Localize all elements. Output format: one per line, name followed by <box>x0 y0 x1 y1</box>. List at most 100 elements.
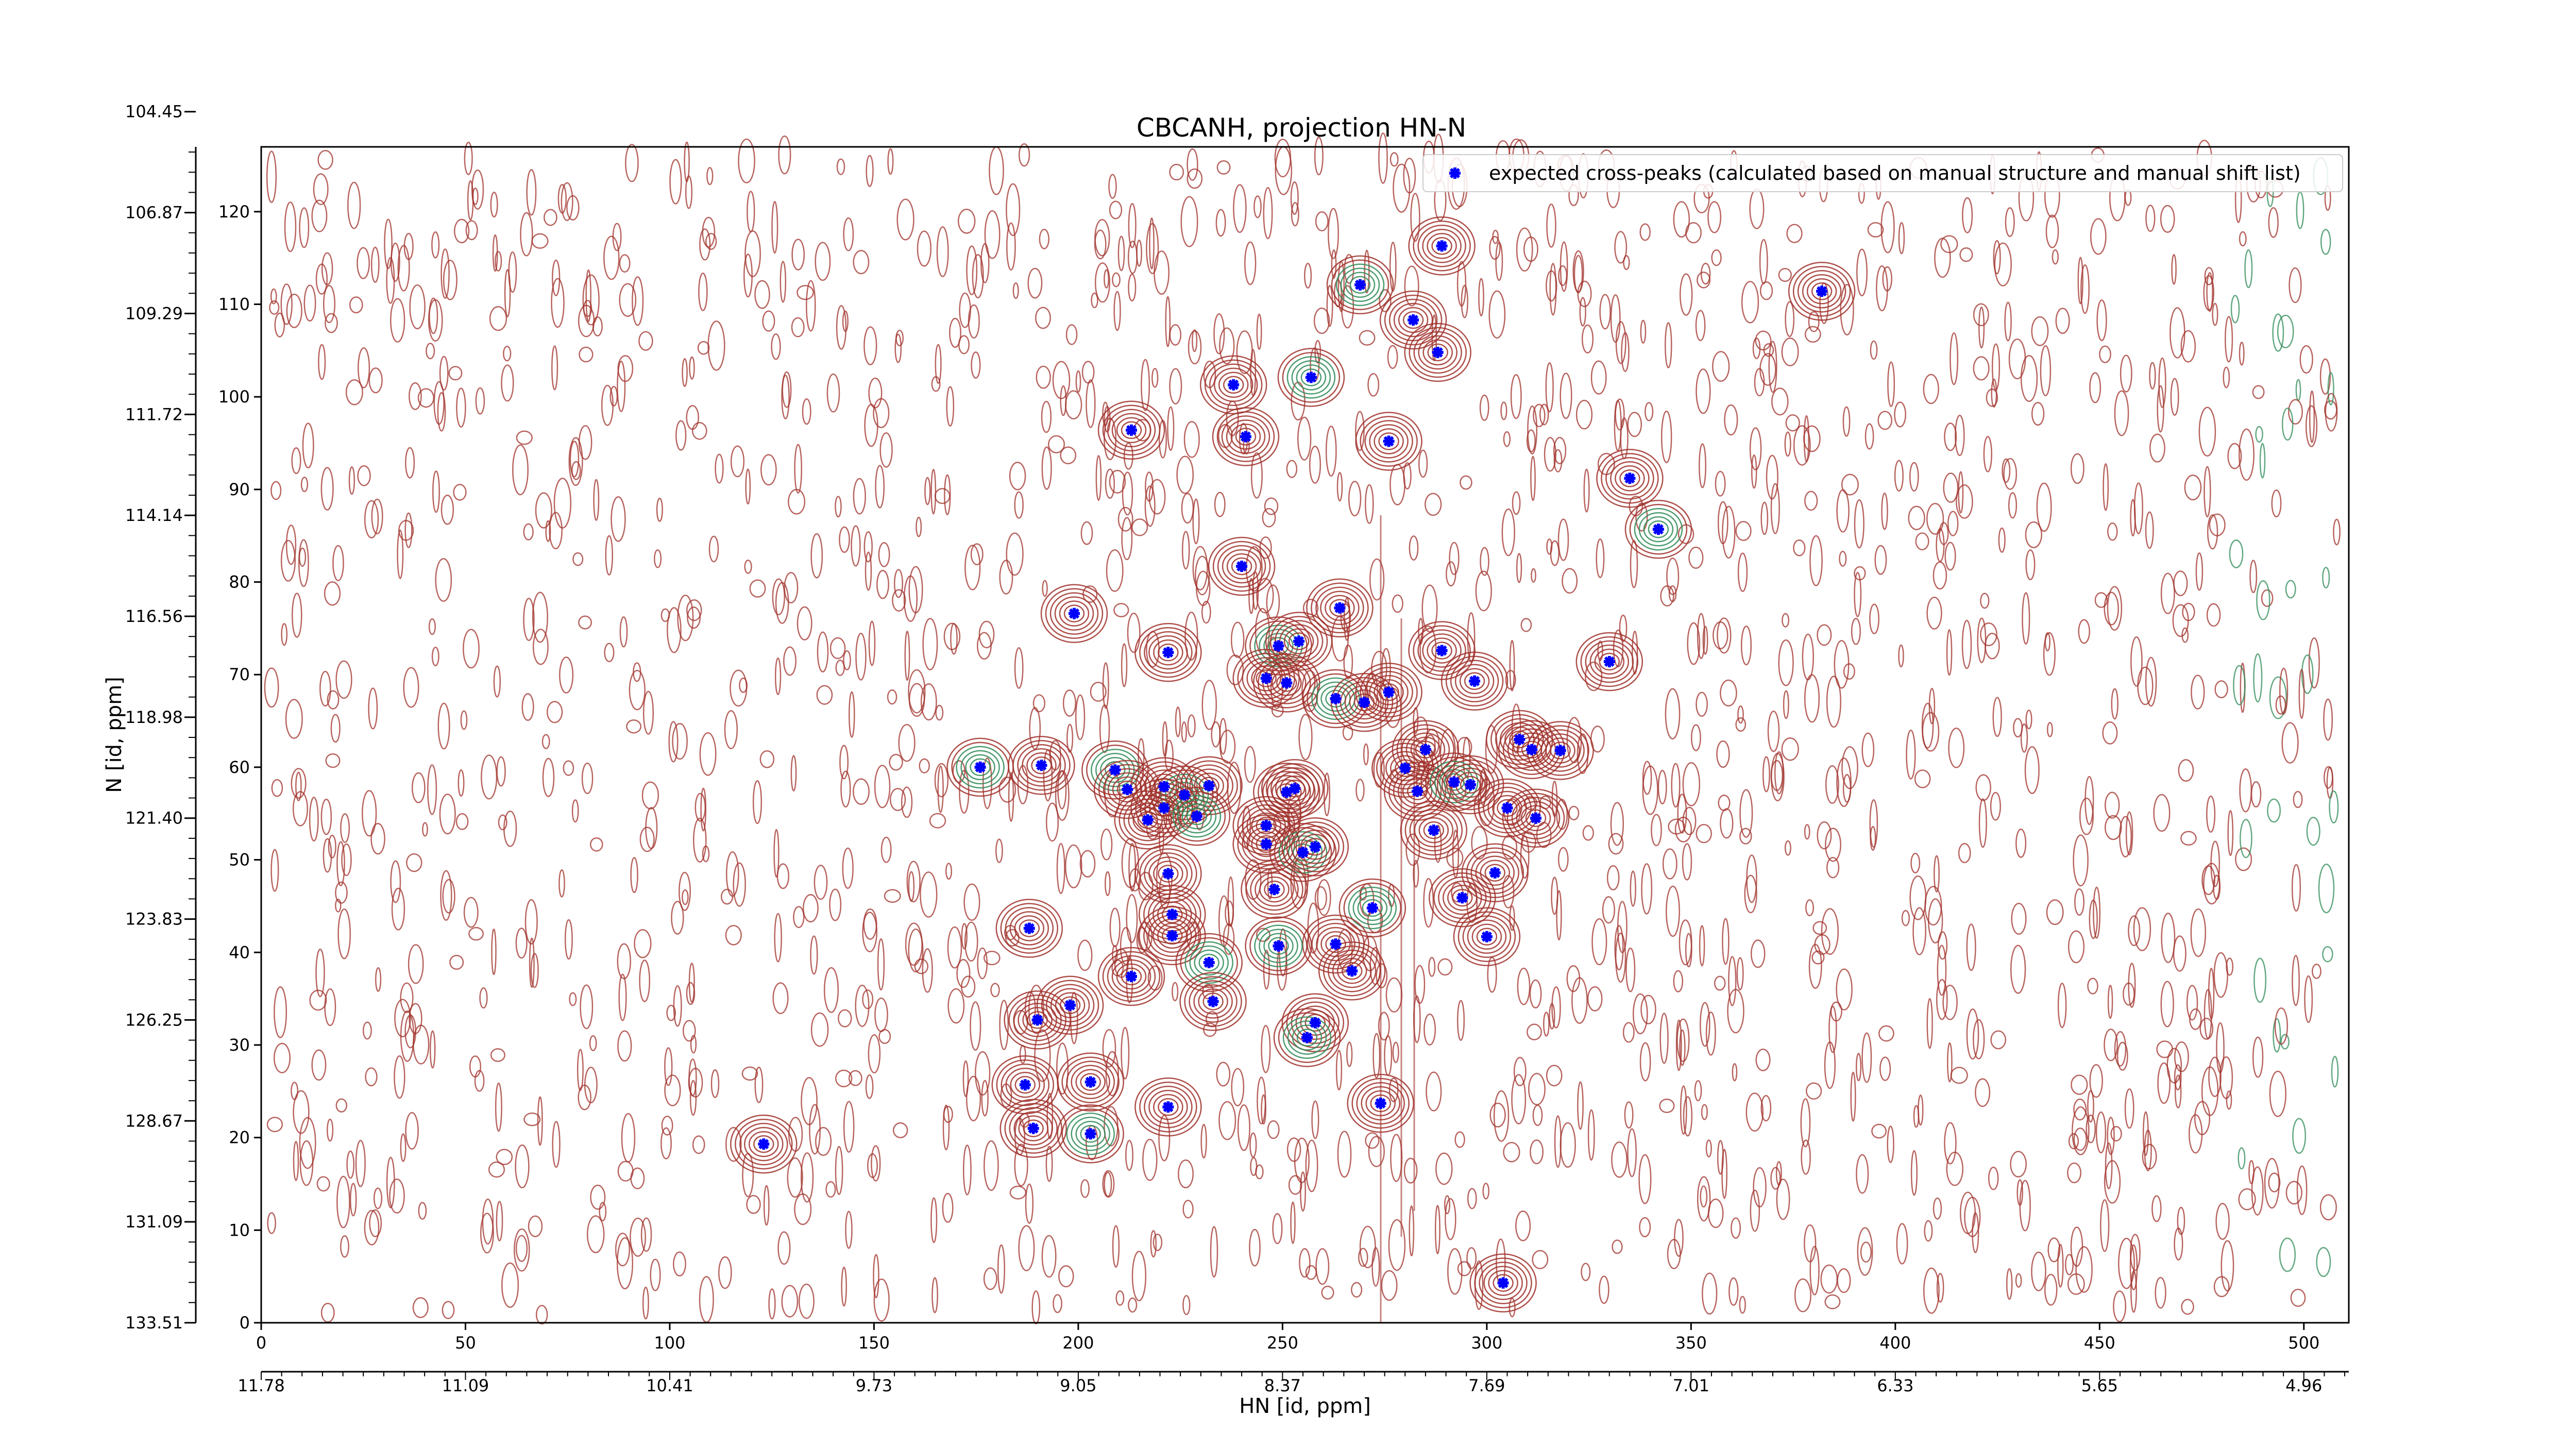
noise-contour <box>426 343 435 360</box>
noise-contour <box>501 364 514 402</box>
peak-contour <box>1610 461 1650 496</box>
noise-contour <box>1973 303 1989 327</box>
noise-contour <box>1671 763 1681 808</box>
y-tick-label: 90 <box>229 480 250 499</box>
peak-contour <box>1483 1266 1523 1300</box>
noise-contour <box>1926 502 1944 535</box>
noise-contour <box>914 958 929 974</box>
noise-contour <box>1869 799 1878 848</box>
noise-contour <box>1487 956 1497 993</box>
noise-contour <box>1894 401 1906 428</box>
noise-contour <box>1094 219 1110 257</box>
noise-contour <box>1154 250 1170 295</box>
noise-contour <box>871 1145 881 1182</box>
peak-contour <box>1316 926 1355 962</box>
noise-contour <box>1721 1149 1727 1199</box>
noise-contour <box>1581 324 1594 353</box>
peak-contour <box>1311 582 1369 634</box>
noise-contour <box>2306 817 2320 846</box>
noise-contour <box>453 483 467 501</box>
noise-contour <box>1947 1042 1953 1083</box>
noise-contour <box>1812 921 1827 935</box>
noise-contour <box>2024 746 2040 794</box>
noise-contour <box>2235 847 2252 871</box>
peak-contour <box>1180 937 1238 988</box>
noise-contour <box>1188 330 1202 365</box>
peak-contour <box>1013 999 1062 1041</box>
cross-peak-marker <box>1281 786 1293 798</box>
cross-peak-marker-shape <box>1816 285 1828 297</box>
noise-contour <box>2238 1147 2246 1170</box>
noise-contour <box>2181 1299 2194 1315</box>
noise-contour <box>397 529 404 579</box>
legend-label: expected cross-peaks (calculated based o… <box>1489 162 2301 184</box>
noise-contour <box>664 1074 681 1106</box>
peak-contour <box>1091 749 1140 791</box>
peak-contour <box>1255 872 1294 907</box>
noise-contour <box>274 986 287 1038</box>
peak-contour <box>1112 776 1143 803</box>
noise-contour <box>1341 285 1354 329</box>
cross-peak-marker <box>1375 1098 1386 1109</box>
x-axis-title: HN [id, ppm] <box>1239 1394 1371 1418</box>
peak-contour <box>965 754 995 781</box>
noise-contour <box>336 1175 350 1228</box>
noise-contour <box>936 226 949 277</box>
noise-contour <box>1803 415 1809 463</box>
noise-contour <box>744 230 761 277</box>
peak-contour <box>1245 864 1303 915</box>
noise-contour <box>2319 358 2331 395</box>
peak-contour <box>1275 771 1315 806</box>
noise-contour <box>2020 723 2028 753</box>
noise-contour <box>335 899 342 913</box>
noise-contour <box>672 722 688 760</box>
noise-contour <box>876 569 889 599</box>
noise-contour <box>935 704 944 721</box>
cross-peak-marker <box>1448 776 1460 788</box>
noise-contour <box>1744 874 1757 914</box>
noise-contour <box>299 207 310 248</box>
cross-peak-marker-shape <box>1436 240 1448 252</box>
cross-peak-marker-shape <box>1240 431 1251 443</box>
noise-contour <box>1759 281 1773 300</box>
x-axis-ticks: 0 50 100 150 200 250 300 350 400 450 500 <box>256 1323 2319 1353</box>
peak-contour <box>1390 755 1420 781</box>
noise-contour <box>2189 1008 2202 1030</box>
noise-contour <box>475 387 485 415</box>
peak-contour <box>1487 790 1527 825</box>
cross-peak-marker <box>1236 561 1248 572</box>
noise-contour <box>1760 1094 1772 1122</box>
noise-contour <box>417 388 435 408</box>
noise-contour <box>690 1035 697 1054</box>
peak-contour <box>1545 737 1575 764</box>
noise-contour <box>2325 393 2338 432</box>
noise-contour <box>738 138 755 183</box>
noise-contour <box>2225 316 2233 363</box>
noise-contour <box>604 643 615 663</box>
cross-peak-marker <box>1203 957 1215 968</box>
noise-contour <box>1328 208 1339 259</box>
noise-contour <box>1014 1143 1028 1187</box>
noise-contour <box>1104 1171 1112 1197</box>
noise-contour <box>321 252 333 285</box>
noise-contour <box>315 948 325 998</box>
peak-contour <box>1495 718 1544 761</box>
noise-contour <box>1784 840 1791 856</box>
peak-contour <box>1525 809 1547 827</box>
noise-contour <box>2184 474 2202 501</box>
noise-contour <box>2057 983 2067 1029</box>
noise-contour <box>894 333 902 363</box>
noise-contour <box>2213 952 2228 998</box>
noise-contour <box>479 987 488 1009</box>
peak-contour <box>1111 413 1151 448</box>
peak-contour <box>1098 764 1157 815</box>
noise-contour <box>1034 1029 1051 1082</box>
cross-peak-marker <box>1501 802 1513 814</box>
noise-contour <box>490 191 498 218</box>
noise-contour <box>2040 345 2052 397</box>
cross-peak-marker-shape <box>1526 744 1538 755</box>
noise-contour <box>2149 433 2165 463</box>
noise-contour <box>1121 1026 1130 1080</box>
peak-contour <box>1008 995 1066 1046</box>
peak-contour <box>1256 669 1277 687</box>
